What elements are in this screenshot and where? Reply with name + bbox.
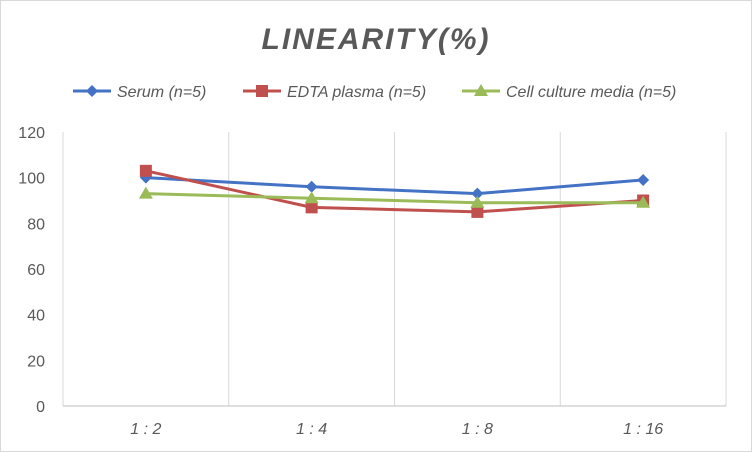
- legend-marker: [86, 85, 98, 97]
- data-point: [470, 195, 485, 208]
- legend-label: Serum (n=5): [117, 84, 206, 101]
- series-line: [145, 169, 644, 214]
- data-point: [636, 195, 651, 208]
- x-tick-label: 1 : 4: [296, 421, 327, 438]
- grid-lines: [62, 132, 727, 406]
- data-point: [305, 180, 318, 193]
- series-line: [145, 176, 644, 196]
- legend-entry: Cell culture media (n=5): [462, 84, 676, 101]
- series-1: [139, 171, 650, 200]
- y-tick-label: 20: [27, 353, 45, 370]
- axes: 0 20 40 60 80 100 120 1 : 2 1 : 4 1 : 8 1 : 16: [18, 125, 726, 438]
- legend-label: EDTA plasma (n=5): [287, 84, 426, 101]
- data-point: [139, 164, 152, 177]
- x-tick-label: 1 : 2: [130, 421, 161, 438]
- series-3: [138, 186, 651, 208]
- legend-entry: EDTA plasma (n=5): [243, 84, 426, 101]
- data-point: [471, 205, 484, 218]
- data-point: [304, 191, 319, 204]
- legend: Serum (n=5) EDTA plasma (n=5) Cell culture…: [73, 84, 676, 101]
- series-2: [139, 164, 650, 218]
- legend-marker: [256, 85, 268, 97]
- legend-label: Cell culture media (n=5): [506, 84, 676, 101]
- legend-marker: [474, 84, 488, 96]
- chart-title: LINEARITY(%): [262, 23, 491, 56]
- x-tick-label: 1 : 8: [462, 421, 493, 438]
- series-layer: [138, 164, 651, 218]
- data-point: [138, 186, 153, 199]
- legend-entry: Serum (n=5): [73, 84, 206, 101]
- y-tick-label: 80: [27, 216, 45, 233]
- data-point: [305, 201, 318, 214]
- data-point: [471, 187, 484, 200]
- y-tick-label: 60: [27, 262, 45, 279]
- y-tick-label: 120: [18, 125, 45, 142]
- y-tick-label: 40: [27, 308, 45, 325]
- series-line: [145, 192, 644, 205]
- y-tick-label: 0: [36, 399, 45, 416]
- x-tick-label: 1 : 16: [623, 421, 663, 438]
- data-point: [637, 173, 650, 186]
- y-tick-label: 100: [18, 171, 45, 188]
